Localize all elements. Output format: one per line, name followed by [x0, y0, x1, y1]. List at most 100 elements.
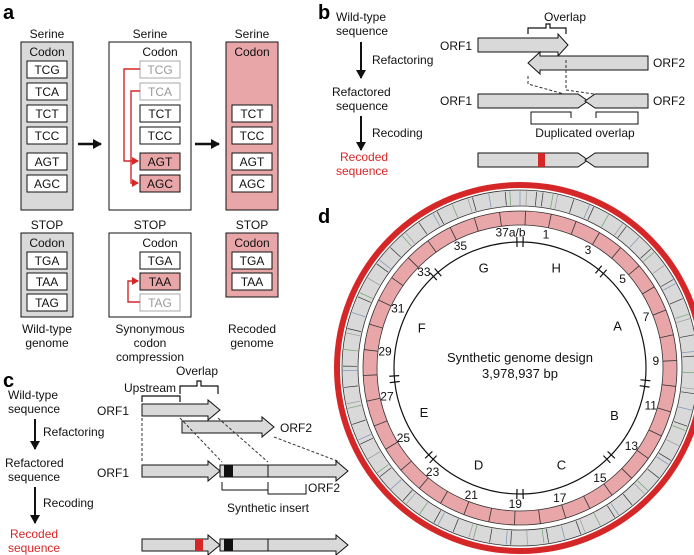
codon-cell-target: AGC	[147, 177, 173, 191]
feature-tick	[468, 523, 474, 538]
fragment-boundary	[642, 286, 655, 295]
serine-title-recoded: Serine	[235, 27, 270, 41]
feature-tick	[346, 400, 361, 405]
feature-tick	[663, 283, 676, 291]
feature-tick	[525, 191, 527, 206]
segment-break	[434, 268, 442, 277]
ring-border	[341, 189, 694, 547]
feature-tick	[344, 385, 359, 388]
fragment-boundary	[583, 495, 591, 509]
feature-tick	[504, 191, 507, 206]
step-label: Wild-type	[336, 10, 386, 24]
feature-tick	[433, 510, 442, 523]
codon-header-stop-recoded: Codon	[234, 236, 269, 250]
feature-tick	[666, 439, 680, 447]
codon-cell: TAG	[35, 296, 59, 310]
dup-brace	[530, 111, 572, 118]
orf2-arrow-recoded	[219, 533, 349, 555]
feature-tick	[509, 191, 511, 206]
codon-header-stop-wild: Codon	[29, 236, 64, 250]
overlap-label: Overlap	[544, 10, 586, 24]
feature-ticks	[343, 191, 694, 545]
serine-codons-wild: TCG TCA TCT TCC AGT AGC	[26, 60, 68, 193]
segment-breaks	[389, 237, 651, 499]
codon-cell-target: TAA	[149, 275, 171, 289]
segment-label: B	[610, 408, 619, 423]
feature-tick	[376, 263, 389, 273]
genome-title: Synthetic genome design	[447, 350, 593, 365]
codon-header-wild: Codon	[29, 45, 64, 59]
feature-tick	[432, 213, 441, 227]
feature-tick	[569, 199, 575, 213]
segment-break	[595, 265, 603, 274]
fragment-boundary	[652, 309, 667, 316]
fragment-ring	[363, 211, 677, 525]
step-action: Refactoring	[43, 425, 104, 439]
fragment-boundary	[628, 265, 640, 276]
step-label: Refactored	[5, 456, 64, 470]
feature-tick	[472, 197, 477, 212]
feature-tick	[607, 505, 616, 518]
orf2-brace	[267, 484, 307, 495]
codon-cell-removed: TCA	[148, 85, 172, 99]
fragment-boundary	[592, 232, 600, 245]
orf2-arrow-recoded	[584, 152, 649, 168]
fragment-boundary	[373, 420, 388, 427]
fragment-number: 33	[417, 265, 431, 279]
feature-tick	[467, 198, 473, 213]
fragment-number: 31	[391, 301, 405, 315]
fragment-number: 27	[380, 389, 394, 403]
feature-tick	[347, 404, 362, 409]
stop-title-recoded: STOP	[236, 218, 268, 232]
serine-codons-mid: TCG TCA TCT TCC AGT AGC	[123, 60, 181, 193]
feature-tick	[346, 332, 361, 337]
fragment-number: 37a/b	[495, 225, 525, 239]
codon-cell: TGA	[148, 254, 173, 268]
orf1-arrow-recoded	[477, 152, 589, 168]
segment-label: C	[557, 458, 566, 473]
orf1-arrow-refactored	[477, 93, 589, 109]
fragment-boundary	[364, 349, 379, 352]
caption-mid-1: Synonymous	[115, 322, 184, 336]
codon-cell: TAA	[241, 275, 263, 289]
feature-tick	[676, 318, 691, 323]
fragment-boundary	[366, 397, 381, 402]
caption-recoded-1: Recoded	[228, 322, 276, 336]
fragment-boundary	[621, 468, 633, 479]
feature-tick	[359, 292, 373, 299]
codon-header-mid: Codon	[142, 45, 177, 59]
segment-label: H	[552, 260, 561, 275]
fragment-number: 23	[426, 465, 440, 479]
fragment-boundary	[449, 227, 457, 241]
ring-border	[362, 210, 678, 526]
fragment-boundary	[385, 441, 398, 450]
feature-tick	[418, 222, 428, 235]
codon-cell: TCG	[34, 63, 59, 77]
caption-mid-2: codon	[134, 336, 167, 350]
feature-tick	[488, 193, 492, 208]
feature-tick	[681, 387, 694, 390]
feature-tick	[678, 406, 692, 411]
step-label-recoded: sequence	[336, 164, 388, 178]
panel-letter-d: d	[318, 206, 330, 228]
recoded-site	[538, 153, 545, 167]
feature-tick	[526, 530, 528, 545]
upstream-label: Upstream	[124, 381, 176, 395]
feature-tick	[379, 467, 392, 477]
overlap-label: Overlap	[176, 364, 218, 378]
step-label-recoded: Recoded	[10, 527, 58, 541]
segment-label: E	[420, 405, 429, 420]
stop-title-mid: STOP	[134, 218, 166, 232]
feature-tick	[401, 235, 412, 247]
fragment-boundary	[427, 240, 437, 253]
codon-header-stop-mid: Codon	[142, 236, 177, 250]
genome-size: 3,978,937 bp	[482, 366, 558, 381]
codon-cell: TCT	[240, 107, 264, 121]
fragment-boundary	[548, 214, 552, 228]
segment-ring	[393, 241, 647, 495]
codon-cell: TGA	[240, 254, 265, 268]
fragment-boundary	[463, 501, 470, 515]
panel-b: b Wild-type sequence Refactoring Refacto…	[318, 2, 685, 178]
feature-tick	[437, 512, 445, 526]
fragment-number: 15	[593, 471, 607, 485]
